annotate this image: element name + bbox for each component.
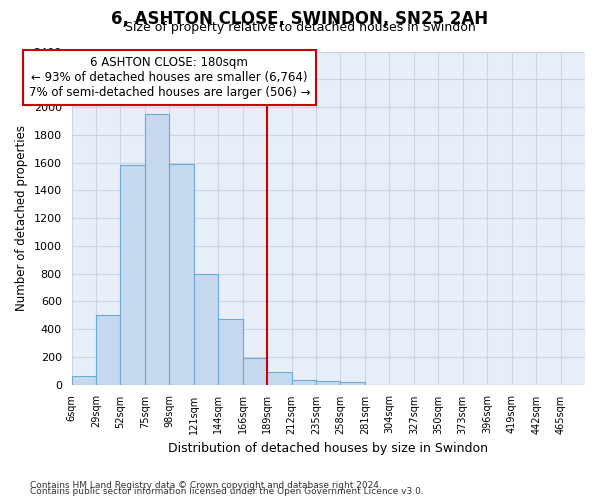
Bar bbox=[194, 274, 218, 384]
Text: 6, ASHTON CLOSE, SWINDON, SN25 2AH: 6, ASHTON CLOSE, SWINDON, SN25 2AH bbox=[112, 10, 488, 28]
Bar bbox=[316, 380, 340, 384]
Text: Contains public sector information licensed under the Open Government Licence v3: Contains public sector information licen… bbox=[30, 488, 424, 496]
Bar bbox=[340, 382, 365, 384]
Bar bbox=[267, 372, 292, 384]
Text: Contains HM Land Registry data © Crown copyright and database right 2024.: Contains HM Land Registry data © Crown c… bbox=[30, 481, 382, 490]
Bar bbox=[242, 358, 267, 384]
Bar bbox=[169, 164, 194, 384]
X-axis label: Distribution of detached houses by size in Swindon: Distribution of detached houses by size … bbox=[168, 442, 488, 455]
Bar bbox=[292, 380, 316, 384]
Text: Size of property relative to detached houses in Swindon: Size of property relative to detached ho… bbox=[125, 22, 475, 35]
Bar bbox=[96, 315, 121, 384]
Bar bbox=[121, 166, 145, 384]
Bar bbox=[145, 114, 169, 384]
Y-axis label: Number of detached properties: Number of detached properties bbox=[15, 125, 28, 311]
Text: 6 ASHTON CLOSE: 180sqm
← 93% of detached houses are smaller (6,764)
7% of semi-d: 6 ASHTON CLOSE: 180sqm ← 93% of detached… bbox=[29, 56, 310, 98]
Bar bbox=[218, 318, 242, 384]
Bar bbox=[71, 376, 96, 384]
